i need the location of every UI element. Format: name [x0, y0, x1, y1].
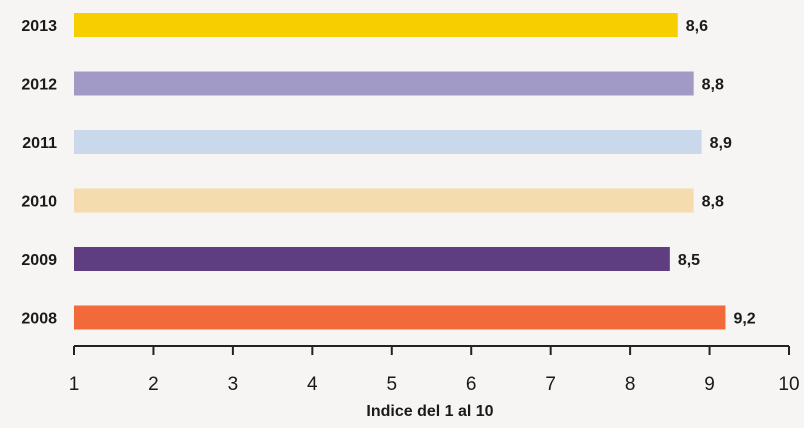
bar-2011 — [74, 130, 702, 154]
bar-2009 — [74, 247, 670, 271]
value-label-2010: 8,8 — [702, 194, 724, 211]
x-tick-label-1: 1 — [69, 374, 80, 395]
bar-2013 — [74, 13, 678, 37]
x-tick-label-4: 4 — [307, 374, 318, 395]
category-label-2011: 2011 — [22, 135, 57, 152]
value-label-2012: 8,8 — [702, 77, 724, 94]
x-tick-label-10: 10 — [778, 374, 799, 395]
x-axis: 1 2 3 4 5 6 7 8 9 10 — [69, 345, 800, 395]
bar-2008 — [74, 305, 726, 330]
category-label-2013: 2013 — [21, 18, 57, 35]
x-tick-label-9: 9 — [704, 374, 715, 395]
labels-layer: 2013 8,6 2012 8,8 2011 8,9 2010 8,8 2009 8,5 2008 9… — [21, 18, 755, 328]
x-tick-label-6: 6 — [466, 374, 477, 395]
bar-2010 — [74, 188, 694, 213]
category-label-2012: 2012 — [21, 77, 57, 94]
category-label-2008: 2008 — [21, 311, 57, 328]
x-tick-label-7: 7 — [545, 374, 556, 395]
x-tick-label-3: 3 — [228, 374, 239, 395]
x-tick-label-5: 5 — [386, 374, 397, 395]
bar-2012 — [74, 71, 694, 96]
x-axis-title: Indice del 1 al 10 — [366, 403, 493, 420]
bars-layer — [74, 13, 726, 330]
x-tick-label-8: 8 — [625, 374, 636, 395]
value-label-2009: 8,5 — [678, 252, 700, 269]
value-label-2011: 8,9 — [710, 135, 732, 152]
category-label-2010: 2010 — [21, 194, 57, 211]
value-label-2008: 9,2 — [733, 311, 755, 328]
value-label-2013: 8,6 — [686, 18, 708, 35]
x-tick-label-2: 2 — [148, 374, 159, 395]
category-label-2009: 2009 — [21, 252, 57, 269]
